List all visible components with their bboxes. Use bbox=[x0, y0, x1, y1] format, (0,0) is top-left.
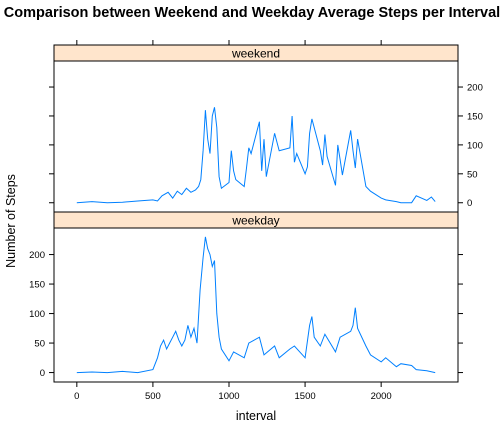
y-axis-label: Number of Steps bbox=[4, 174, 18, 268]
x-tick-label: 1500 bbox=[295, 391, 316, 402]
y-tick-label: 100 bbox=[29, 309, 45, 320]
weekend-series-line bbox=[76, 107, 436, 204]
x-tick-label: 2000 bbox=[371, 391, 392, 402]
strip-label: weekday bbox=[231, 214, 279, 228]
x-axis-label: interval bbox=[236, 409, 276, 423]
chart-title: Comparison between Weekend and Weekday A… bbox=[4, 5, 500, 21]
y-tick-label: 50 bbox=[34, 339, 45, 350]
y-tick-label: 100 bbox=[467, 140, 483, 151]
y-tick-label: 150 bbox=[29, 280, 45, 291]
y-tick-label: 200 bbox=[467, 83, 483, 94]
weekday-series-line bbox=[76, 236, 436, 374]
panel-frame bbox=[53, 227, 459, 383]
y-tick-label: 0 bbox=[467, 198, 472, 209]
strip-label: weekend bbox=[231, 47, 280, 61]
y-tick-label: 150 bbox=[467, 111, 483, 122]
x-tick-label: 500 bbox=[145, 391, 161, 402]
y-tick-label: 200 bbox=[29, 250, 45, 261]
y-tick-label: 50 bbox=[467, 169, 478, 180]
x-tick-label: 0 bbox=[74, 391, 79, 402]
x-tick-label: 1000 bbox=[218, 391, 239, 402]
y-tick-label: 0 bbox=[40, 368, 45, 379]
